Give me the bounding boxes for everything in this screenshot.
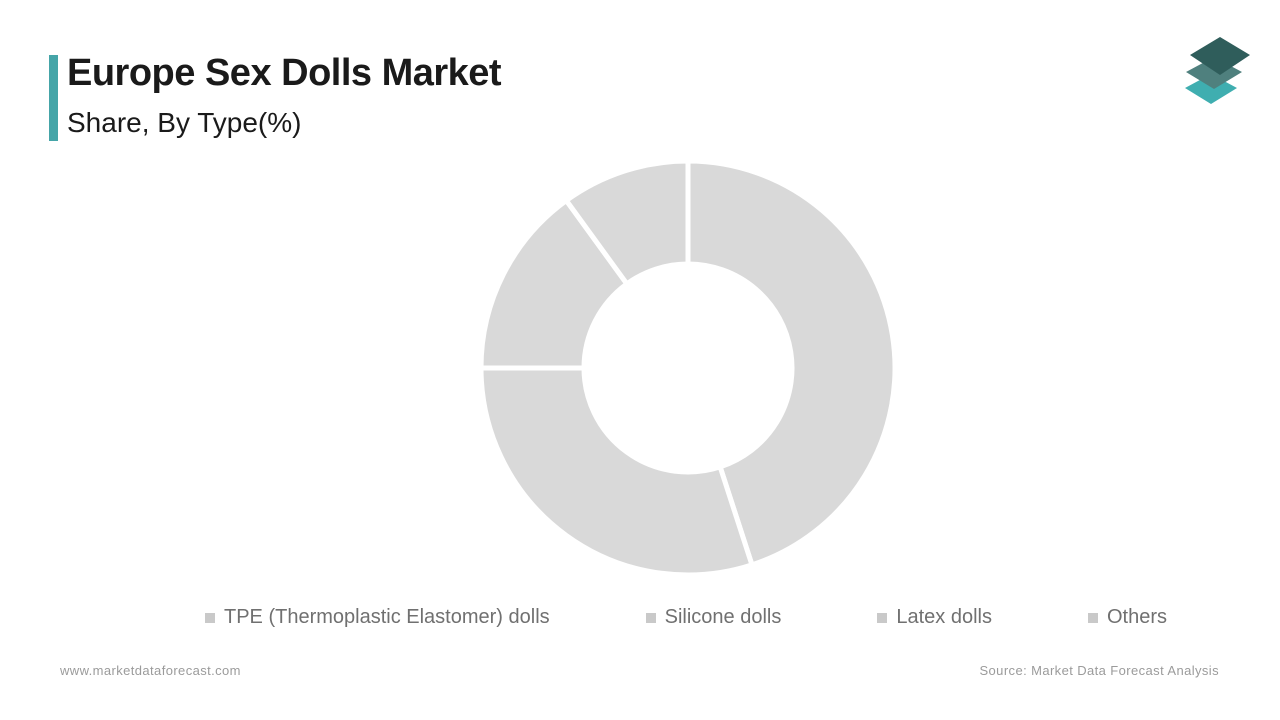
donut-segment-3 xyxy=(478,197,631,371)
footer-source: Source: Market Data Forecast Analysis xyxy=(979,663,1219,678)
legend-item-4: Others xyxy=(1087,606,1167,629)
market-data-forecast-logo xyxy=(1180,36,1252,108)
chart-legend: TPE (Thermoplastic Elastomer) dolls Silic… xyxy=(205,606,1167,629)
donut-chart xyxy=(476,156,900,580)
donut-segment-2 xyxy=(478,365,756,578)
legend-marker-icon xyxy=(645,612,656,623)
legend-label: Others xyxy=(1106,606,1167,628)
title-accent-bar xyxy=(49,55,58,141)
legend-label: Silicone dolls xyxy=(664,606,782,628)
legend-marker-icon xyxy=(1087,612,1098,623)
legend-label: Latex dolls xyxy=(896,606,992,628)
donut-segment-1 xyxy=(685,158,898,569)
legend-item-1: TPE (Thermoplastic Elastomer) dolls xyxy=(205,606,550,629)
logo-layer-top xyxy=(1190,37,1250,75)
legend-marker-icon xyxy=(205,612,215,623)
legend-label: TPE (Thermoplastic Elastomer) dolls xyxy=(224,606,550,628)
donut-segment-4 xyxy=(562,158,691,288)
donut-chart-svg xyxy=(478,158,898,578)
page-title: Europe Sex Dolls Market xyxy=(67,52,502,94)
legend-item-3: Latex dolls xyxy=(877,606,992,629)
legend-marker-icon xyxy=(877,612,888,623)
legend-item-2: Silicone dolls xyxy=(645,606,782,629)
footer-website: www.marketdataforecast.com xyxy=(60,663,241,678)
layers-logo-icon xyxy=(1185,37,1250,104)
page-subtitle: Share, By Type(%) xyxy=(67,107,302,138)
